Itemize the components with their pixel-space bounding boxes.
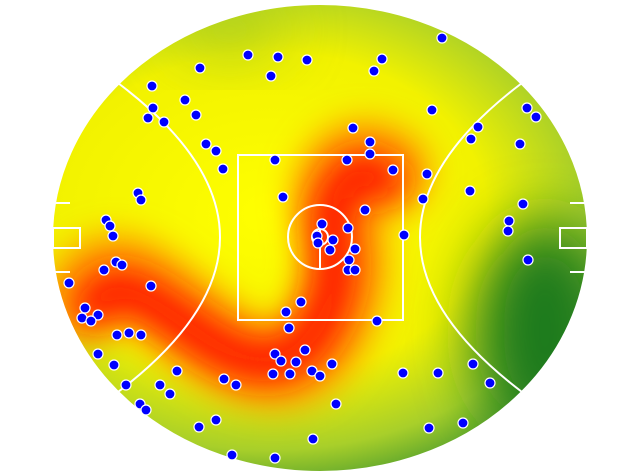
- point: [85, 315, 97, 327]
- point: [327, 234, 339, 246]
- point: [92, 309, 104, 321]
- point: [349, 264, 361, 276]
- point: [472, 121, 484, 133]
- point: [154, 379, 166, 391]
- point: [314, 370, 326, 382]
- point: [343, 254, 355, 266]
- point: [120, 379, 132, 391]
- point: [307, 433, 319, 445]
- point: [194, 62, 206, 74]
- point: [376, 53, 388, 65]
- point: [417, 193, 429, 205]
- point: [349, 243, 361, 255]
- point: [111, 329, 123, 341]
- point: [465, 133, 477, 145]
- point: [521, 102, 533, 114]
- point: [387, 164, 399, 176]
- point: [230, 379, 242, 391]
- point: [265, 70, 277, 82]
- point: [295, 296, 307, 308]
- point: [436, 32, 448, 44]
- point: [283, 322, 295, 334]
- point: [145, 280, 157, 292]
- point: [242, 49, 254, 61]
- point: [193, 421, 205, 433]
- point: [135, 329, 147, 341]
- point: [341, 154, 353, 166]
- point: [108, 359, 120, 371]
- point: [368, 65, 380, 77]
- point: [272, 51, 284, 63]
- point: [484, 377, 496, 389]
- point: [267, 368, 279, 380]
- point: [301, 54, 313, 66]
- point: [398, 229, 410, 241]
- point: [421, 168, 433, 180]
- point: [316, 218, 328, 230]
- point: [200, 138, 212, 150]
- point: [179, 94, 191, 106]
- point: [107, 230, 119, 242]
- point: [342, 222, 354, 234]
- point: [218, 373, 230, 385]
- point: [312, 237, 324, 249]
- point: [397, 367, 409, 379]
- point: [104, 220, 116, 232]
- point: [426, 104, 438, 116]
- point: [164, 388, 176, 400]
- point: [210, 145, 222, 157]
- point: [432, 367, 444, 379]
- point: [423, 422, 435, 434]
- point: [146, 80, 158, 92]
- point: [290, 356, 302, 368]
- point: [190, 109, 202, 121]
- point: [269, 154, 281, 166]
- point: [79, 302, 91, 314]
- point: [277, 191, 289, 203]
- point: [364, 136, 376, 148]
- point: [280, 306, 292, 318]
- point: [359, 204, 371, 216]
- point: [306, 365, 318, 377]
- point: [147, 102, 159, 114]
- point: [299, 344, 311, 356]
- point: [140, 404, 152, 416]
- point: [502, 225, 514, 237]
- point: [347, 122, 359, 134]
- point: [142, 112, 154, 124]
- point: [158, 116, 170, 128]
- point: [464, 185, 476, 197]
- point: [98, 264, 110, 276]
- point: [135, 194, 147, 206]
- point: [326, 358, 338, 370]
- point: [284, 368, 296, 380]
- point: [530, 111, 542, 123]
- point: [116, 259, 128, 271]
- point: [269, 452, 281, 464]
- point: [467, 358, 479, 370]
- point: [522, 254, 534, 266]
- point: [123, 327, 135, 339]
- point: [63, 277, 75, 289]
- point: [210, 414, 222, 426]
- point: [171, 365, 183, 377]
- point: [503, 215, 515, 227]
- point: [371, 315, 383, 327]
- point: [269, 348, 281, 360]
- point: [514, 138, 526, 150]
- point: [226, 449, 238, 461]
- point: [217, 163, 229, 175]
- point: [517, 198, 529, 210]
- point: [457, 417, 469, 429]
- point: [275, 355, 287, 367]
- point: [92, 348, 104, 360]
- point: [364, 148, 376, 160]
- point: [330, 398, 342, 410]
- point: [324, 244, 336, 256]
